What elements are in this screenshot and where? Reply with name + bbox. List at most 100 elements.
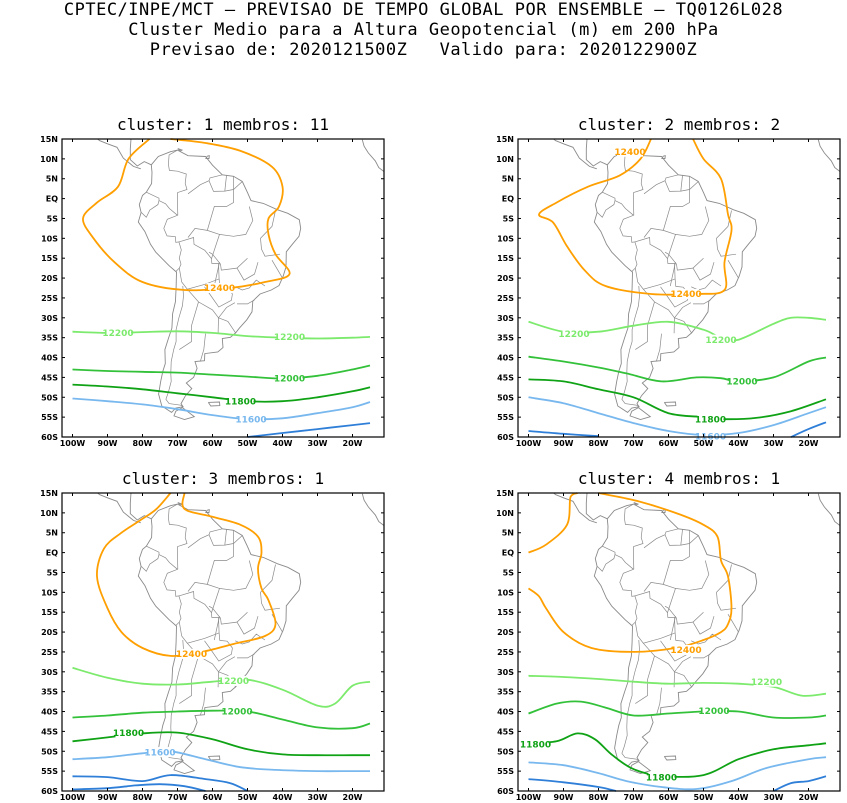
- map-frame: [517, 138, 841, 438]
- lon-label: 30W: [764, 793, 784, 802]
- lat-label: 5N: [46, 175, 58, 184]
- lat-label: 5N: [502, 529, 514, 538]
- lat-label: 45S: [41, 373, 58, 382]
- map-frame: [61, 138, 385, 438]
- lat-label: 30S: [41, 314, 58, 323]
- lat-label: 10S: [497, 588, 514, 597]
- lon-label: 80W: [133, 793, 153, 802]
- contour-label-bg: [178, 648, 205, 659]
- country-border: [224, 175, 227, 192]
- country-border: [667, 560, 710, 613]
- lon-label: 50W: [238, 793, 258, 802]
- country-border: [655, 333, 662, 362]
- contour-label-bg: [708, 334, 734, 345]
- contour-11800: [72, 383, 371, 403]
- lat-label: 55S: [497, 413, 514, 422]
- country-border: [655, 687, 662, 716]
- lat-label: 5N: [46, 529, 58, 538]
- contour-12200: [528, 316, 827, 342]
- lat-label: 20S: [41, 274, 58, 283]
- lon-label: 20W: [799, 793, 819, 802]
- lat-label: 10N: [496, 155, 514, 164]
- lon-label: 90W: [554, 439, 574, 448]
- contour-11800: [528, 732, 827, 778]
- lat-label: 60S: [41, 433, 58, 442]
- contour-label-bg: [238, 414, 264, 425]
- contour-label-12000: 12000: [698, 707, 729, 717]
- lat-label: 5S: [503, 568, 515, 577]
- contour-label-11600: 11600: [144, 748, 175, 758]
- country-border: [158, 554, 182, 626]
- country-border: [179, 655, 199, 704]
- contour-label-bg: [220, 675, 247, 686]
- coastline-tierra-del-fuego: [173, 407, 196, 420]
- lat-label: 35S: [497, 688, 514, 697]
- country-border: [614, 554, 638, 626]
- map-frame: [517, 492, 841, 792]
- country-border: [211, 560, 254, 613]
- lat-label: 15S: [497, 608, 514, 617]
- coastline-tierra-del-fuego: [173, 761, 196, 774]
- contour-label-bg: [224, 706, 250, 717]
- country-border: [662, 189, 690, 231]
- country-border: [597, 545, 616, 572]
- coastline-central-america: [128, 139, 152, 167]
- contour-12200: [72, 666, 371, 708]
- lat-label: 10N: [40, 509, 58, 518]
- country-border: [693, 653, 711, 659]
- country-border: [260, 210, 281, 257]
- country-border: [643, 528, 679, 549]
- lat-label: 50S: [41, 747, 58, 756]
- contour-11600: [528, 396, 827, 436]
- country-border: [643, 174, 679, 195]
- coastline-central-america-pacific: [552, 493, 597, 524]
- lon-label: 90W: [554, 793, 574, 802]
- lat-label: 55S: [41, 413, 58, 422]
- contour-label-bg: [105, 327, 131, 338]
- lon-label: 80W: [589, 793, 609, 802]
- forecast-dates: Previsao de: 2020121500Z Valido para: 20…: [149, 40, 698, 60]
- country-border: [669, 262, 676, 287]
- coastline-south-america: [137, 149, 302, 413]
- contour-11400: [72, 783, 206, 792]
- lon-label: 70W: [624, 793, 644, 802]
- country-border: [211, 206, 254, 259]
- coastline-tierra-del-fuego: [629, 407, 652, 420]
- contour-11400: [528, 430, 599, 438]
- lat-label: 15N: [40, 489, 58, 498]
- lon-label: 20W: [343, 793, 363, 802]
- map-panel-cluster-2: cluster: 2 membros: 2 12400 12400 12200 1220…: [496, 115, 841, 448]
- country-border: [178, 237, 220, 290]
- coastline-tierra-del-fuego: [629, 761, 652, 774]
- coastline-central-america: [128, 493, 152, 521]
- country-border: [187, 288, 219, 319]
- contour-label-12200: 12200: [218, 677, 249, 687]
- lat-label: 20S: [497, 274, 514, 283]
- contour-label-bg: [673, 644, 699, 655]
- country-border: [624, 503, 644, 570]
- lat-label: 15S: [497, 254, 514, 263]
- country-border: [237, 653, 255, 659]
- country-border: [662, 543, 690, 585]
- country-border: [271, 260, 283, 279]
- lon-label: 60W: [659, 439, 679, 448]
- lat-label: 5N: [502, 175, 514, 184]
- contour-label-12400: 12400: [614, 148, 645, 158]
- lat-label: 55S: [41, 767, 58, 776]
- country-border: [664, 251, 694, 271]
- country-border: [614, 200, 638, 272]
- lat-label: 5S: [503, 214, 515, 223]
- lon-label: 40W: [729, 439, 749, 448]
- country-border: [187, 528, 223, 549]
- country-border: [643, 642, 675, 673]
- contour-label-12200: 12200: [274, 333, 305, 343]
- lat-label: 15N: [40, 135, 58, 144]
- lat-label: 35S: [497, 334, 514, 343]
- country-border: [634, 237, 676, 290]
- coastline-africa: [361, 139, 384, 173]
- country-border: [158, 200, 182, 272]
- contour-label-11800: 11800: [225, 397, 256, 407]
- coastline-central-america: [584, 139, 608, 167]
- coastline-south-america: [593, 503, 758, 767]
